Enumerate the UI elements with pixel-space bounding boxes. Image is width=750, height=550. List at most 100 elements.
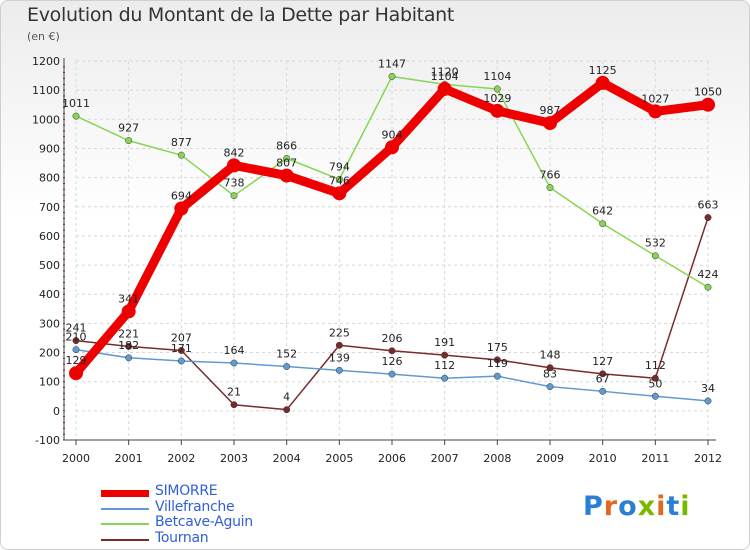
data-label: 1104	[431, 70, 459, 83]
data-label: 341	[118, 292, 139, 305]
legend-label: Betcave-Aguin	[155, 514, 253, 530]
data-label: 987	[540, 104, 561, 117]
data-point	[388, 370, 396, 378]
data-point	[651, 374, 659, 382]
data-label: 4	[283, 391, 290, 404]
data-label: 866	[276, 139, 297, 152]
x-tick-label: 2008	[483, 452, 511, 465]
logo-letter: x	[637, 491, 657, 522]
data-point	[388, 73, 396, 80]
data-label: 139	[329, 351, 350, 364]
data-point	[599, 370, 607, 378]
y-tick-label: 100	[39, 376, 60, 389]
series-line-simorre	[71, 78, 713, 378]
data-label: 807	[276, 157, 297, 170]
data-point	[704, 283, 712, 291]
data-point	[651, 252, 659, 260]
x-tick-label: 2006	[378, 452, 406, 465]
y-tick-label: 1100	[32, 84, 60, 97]
legend-swatch	[101, 538, 149, 541]
data-label: 642	[592, 205, 613, 218]
data-point	[388, 347, 396, 355]
data-label: 241	[66, 322, 87, 335]
data-label: 424	[698, 268, 719, 281]
data-point	[125, 342, 133, 350]
logo-letter: P	[583, 491, 604, 522]
data-point	[72, 346, 80, 354]
data-label: 119	[487, 357, 508, 370]
y-tick-label: 200	[39, 347, 60, 360]
data-label: 207	[171, 331, 192, 344]
data-label: 50	[648, 377, 662, 390]
data-point	[704, 214, 712, 222]
legend-item-villefranche: Villefranche	[101, 498, 301, 517]
data-label: 221	[118, 327, 139, 340]
y-tick-label: 800	[39, 172, 60, 185]
data-label: 1050	[694, 86, 722, 99]
data-label: 1147	[378, 57, 406, 70]
y-tick-label: 300	[39, 317, 60, 330]
data-point	[493, 356, 501, 364]
data-point	[230, 192, 238, 200]
data-point	[335, 341, 343, 349]
data-label: 175	[487, 341, 508, 354]
data-point	[546, 364, 554, 372]
x-tick-label: 2011	[641, 452, 669, 465]
data-point	[701, 97, 715, 112]
y-tick-label: -100	[35, 434, 60, 447]
data-point	[177, 151, 185, 159]
y-tick-label: 500	[39, 259, 60, 272]
data-point	[490, 103, 505, 118]
data-point	[227, 158, 241, 173]
legend-label: Villefranche	[155, 498, 235, 515]
y-tick-label: 1200	[32, 55, 60, 68]
data-point	[599, 387, 607, 395]
data-label: 148	[540, 349, 561, 362]
data-label: 927	[118, 122, 139, 135]
data-label: 766	[540, 169, 561, 182]
data-point	[230, 359, 238, 367]
data-label: 191	[434, 336, 455, 349]
data-point	[174, 201, 189, 216]
data-label: 225	[329, 326, 350, 339]
data-point	[283, 154, 291, 162]
legend-swatch	[101, 489, 149, 497]
data-label: 206	[382, 332, 403, 345]
data-point	[441, 374, 449, 382]
data-point	[385, 140, 399, 155]
data-label: 21	[227, 386, 241, 399]
x-tick-label: 2009	[536, 452, 564, 465]
data-label: 34	[701, 382, 715, 395]
data-point	[648, 104, 663, 119]
data-point	[121, 304, 136, 319]
legend-item-simorre: SIMORRE	[101, 483, 301, 501]
data-point	[125, 137, 133, 145]
data-label: 67	[596, 372, 610, 385]
data-label: 152	[276, 348, 297, 361]
data-point	[546, 184, 554, 191]
y-tick-label: 700	[39, 201, 60, 214]
data-label: 1011	[62, 97, 90, 110]
data-label: 1125	[589, 64, 617, 77]
data-label: 1027	[641, 92, 669, 105]
data-label: 182	[118, 339, 139, 352]
data-point	[441, 351, 449, 359]
data-label: 738	[224, 177, 245, 190]
data-point	[283, 363, 291, 370]
data-point	[493, 85, 501, 93]
x-tick-label: 2003	[220, 452, 248, 465]
data-point	[704, 397, 712, 405]
x-tick-label: 2005	[325, 452, 353, 465]
y-tick-label: 1000	[32, 113, 60, 126]
data-label: 210	[66, 331, 87, 344]
data-label: 694	[171, 190, 192, 203]
data-label: 663	[698, 199, 719, 212]
logo-letter: i	[656, 491, 667, 522]
data-point	[283, 406, 291, 414]
legend-swatch	[101, 523, 149, 525]
data-point	[69, 366, 83, 381]
legend-item-betcave-aguin: Betcave-Aguin	[101, 514, 301, 532]
data-label: 127	[592, 355, 613, 368]
data-label: 746	[329, 174, 350, 187]
